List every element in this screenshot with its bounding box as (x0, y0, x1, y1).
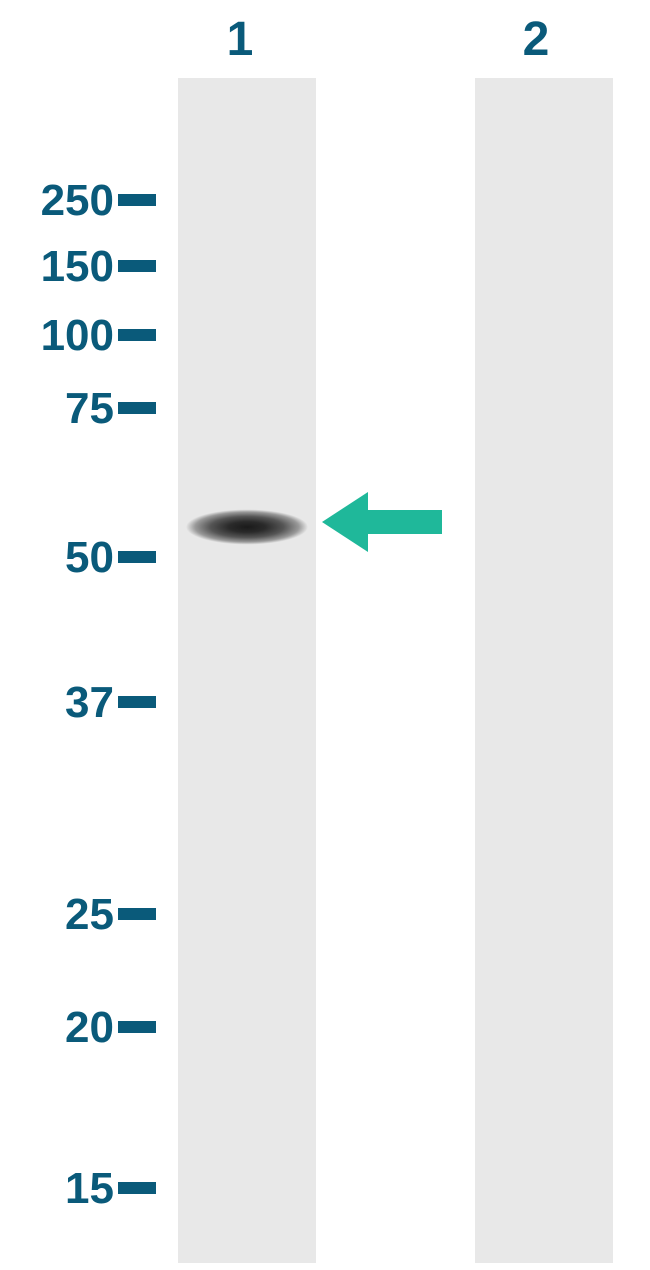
lane-2 (475, 78, 613, 1263)
marker-label-75: 75 (18, 384, 114, 434)
marker-tick-25 (118, 908, 156, 920)
lane-1 (178, 78, 316, 1263)
marker-tick-37 (118, 696, 156, 708)
marker-tick-50 (118, 551, 156, 563)
marker-label-100: 100 (18, 311, 114, 361)
arrow-shaft (366, 510, 442, 534)
marker-label-150: 150 (18, 242, 114, 292)
arrow-head-icon (322, 492, 368, 552)
marker-label-50: 50 (18, 533, 114, 583)
marker-tick-20 (118, 1021, 156, 1033)
marker-tick-100 (118, 329, 156, 341)
lane-header-1: 1 (210, 12, 270, 67)
marker-label-20: 20 (18, 1003, 114, 1053)
marker-label-15: 15 (18, 1164, 114, 1214)
marker-label-25: 25 (18, 890, 114, 940)
lane-header-2: 2 (506, 12, 566, 67)
marker-tick-75 (118, 402, 156, 414)
marker-label-37: 37 (18, 678, 114, 728)
marker-tick-150 (118, 260, 156, 272)
marker-tick-15 (118, 1182, 156, 1194)
marker-label-250: 250 (18, 176, 114, 226)
protein-band-lane1 (186, 505, 308, 549)
western-blot-figure: 1 2 250 150 100 75 50 37 25 20 15 (0, 0, 650, 1270)
indicator-arrow (322, 492, 452, 552)
marker-tick-250 (118, 194, 156, 206)
